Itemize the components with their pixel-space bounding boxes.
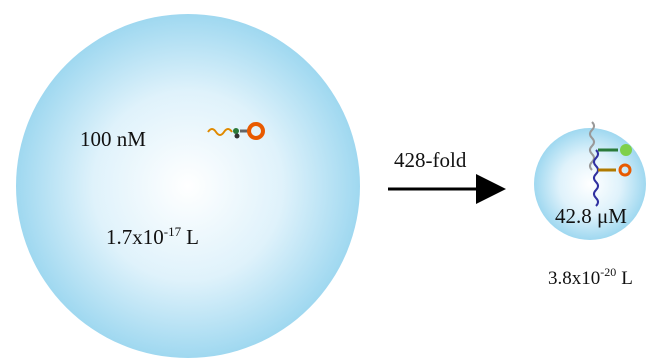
arrow-label: 428-fold [394, 148, 467, 172]
large-droplet [16, 14, 360, 358]
large-concentration: 100 nM [80, 127, 146, 151]
volume-base: 3.8x10 [548, 268, 600, 289]
diagram: 100 nM 1.7x10-17 L 428-fold 42.8 μM 3.8x1… [0, 0, 665, 358]
volume-unit: L [186, 225, 199, 249]
volume-exponent: -17 [164, 224, 182, 239]
volume-base: 1.7x10 [106, 225, 164, 249]
volume-exponent: -20 [600, 265, 616, 279]
volume-unit: L [621, 268, 633, 289]
small-volume: 3.8x10-20 L [548, 265, 633, 289]
small-concentration: 42.8 μM [555, 204, 627, 228]
